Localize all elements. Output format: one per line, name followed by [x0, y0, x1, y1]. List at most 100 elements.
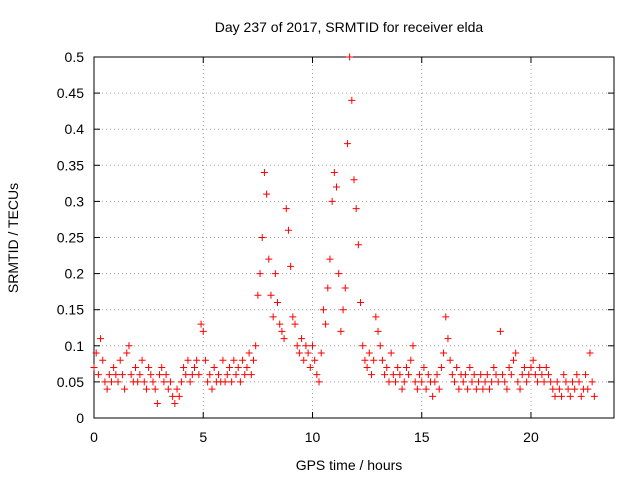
- data-point: [298, 335, 306, 343]
- data-point: [219, 356, 227, 364]
- data-point: [328, 197, 336, 205]
- data-point: [507, 371, 515, 379]
- data-point: [127, 371, 135, 379]
- data-point: [516, 385, 524, 393]
- data-point: [586, 349, 594, 357]
- data-point: [99, 356, 107, 364]
- data-point: [431, 378, 439, 386]
- data-point: [472, 385, 480, 393]
- data-point: [149, 378, 157, 386]
- data-points: [90, 53, 598, 408]
- data-point: [588, 378, 596, 386]
- data-point: [210, 363, 218, 371]
- data-point: [182, 371, 190, 379]
- y-tick-label: 0.4: [65, 121, 85, 137]
- data-point: [512, 349, 520, 357]
- data-point: [221, 378, 229, 386]
- data-point: [538, 371, 546, 379]
- data-point: [531, 371, 539, 379]
- data-point: [488, 378, 496, 386]
- data-point: [367, 371, 375, 379]
- data-point: [322, 320, 330, 328]
- data-point: [376, 342, 384, 350]
- data-point: [440, 349, 448, 357]
- data-point: [442, 313, 450, 321]
- data-point: [232, 371, 240, 379]
- data-point: [162, 371, 170, 379]
- data-point: [544, 371, 552, 379]
- data-point: [573, 371, 581, 379]
- data-point: [494, 378, 502, 386]
- data-point: [420, 363, 428, 371]
- data-point: [107, 378, 115, 386]
- data-point: [453, 363, 461, 371]
- data-point: [529, 356, 537, 364]
- data-point: [534, 378, 542, 386]
- grid-lines: [94, 57, 614, 418]
- data-point: [151, 385, 159, 393]
- data-point: [101, 378, 109, 386]
- data-point: [485, 385, 493, 393]
- data-point: [225, 363, 233, 371]
- data-point: [477, 371, 485, 379]
- data-point: [105, 371, 113, 379]
- data-point: [241, 371, 249, 379]
- data-point: [287, 262, 295, 270]
- data-point: [341, 284, 349, 292]
- data-point: [278, 327, 286, 335]
- data-point: [348, 96, 356, 104]
- data-point: [577, 392, 585, 400]
- data-point: [197, 320, 205, 328]
- data-point: [551, 392, 559, 400]
- data-point: [444, 335, 452, 343]
- data-point: [295, 349, 303, 357]
- data-point: [97, 335, 105, 343]
- data-point: [208, 385, 216, 393]
- data-point: [228, 378, 236, 386]
- data-point: [527, 363, 535, 371]
- data-point: [308, 342, 316, 350]
- data-point: [92, 349, 100, 357]
- data-point: [138, 356, 146, 364]
- data-point: [239, 356, 247, 364]
- data-point: [271, 270, 279, 278]
- data-point: [333, 183, 341, 191]
- data-point: [330, 169, 338, 177]
- data-point: [171, 400, 179, 408]
- data-point: [173, 385, 181, 393]
- data-point: [372, 313, 380, 321]
- data-point: [215, 371, 223, 379]
- data-point: [304, 349, 312, 357]
- data-point: [195, 371, 203, 379]
- data-point: [481, 378, 489, 386]
- data-point: [409, 342, 417, 350]
- data-point: [429, 392, 437, 400]
- data-point: [180, 363, 188, 371]
- y-tick-label: 0.5: [65, 49, 85, 65]
- data-point: [562, 378, 570, 386]
- data-point: [378, 356, 386, 364]
- data-point: [206, 371, 214, 379]
- data-point: [256, 270, 264, 278]
- data-point: [455, 385, 463, 393]
- data-point: [132, 363, 140, 371]
- data-point: [418, 378, 426, 386]
- data-point: [263, 190, 271, 198]
- data-point: [110, 363, 118, 371]
- data-point: [448, 371, 456, 379]
- data-point: [582, 371, 590, 379]
- data-point: [575, 378, 583, 386]
- y-tick-label: 0.3: [65, 193, 85, 209]
- x-tick-label: 10: [305, 429, 321, 445]
- data-point: [346, 53, 354, 61]
- x-axis-label: GPS time / hours: [296, 457, 403, 473]
- data-point: [319, 306, 327, 314]
- data-point: [571, 385, 579, 393]
- data-point: [560, 371, 568, 379]
- data-point: [136, 371, 144, 379]
- data-point: [249, 356, 257, 364]
- data-point: [381, 371, 389, 379]
- data-point: [116, 356, 124, 364]
- data-point: [435, 385, 443, 393]
- data-point: [370, 356, 378, 364]
